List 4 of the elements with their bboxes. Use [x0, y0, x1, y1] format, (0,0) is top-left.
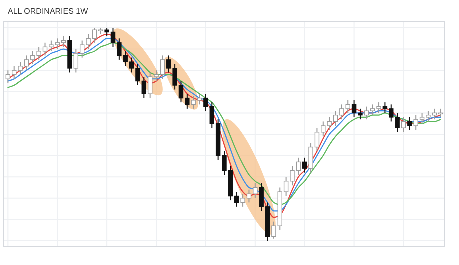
chart-title: ALL ORDINARIES 1W: [8, 7, 89, 16]
candlestick: [302, 157, 308, 174]
candlestick: [401, 116, 406, 133]
candlestick: [408, 116, 412, 131]
